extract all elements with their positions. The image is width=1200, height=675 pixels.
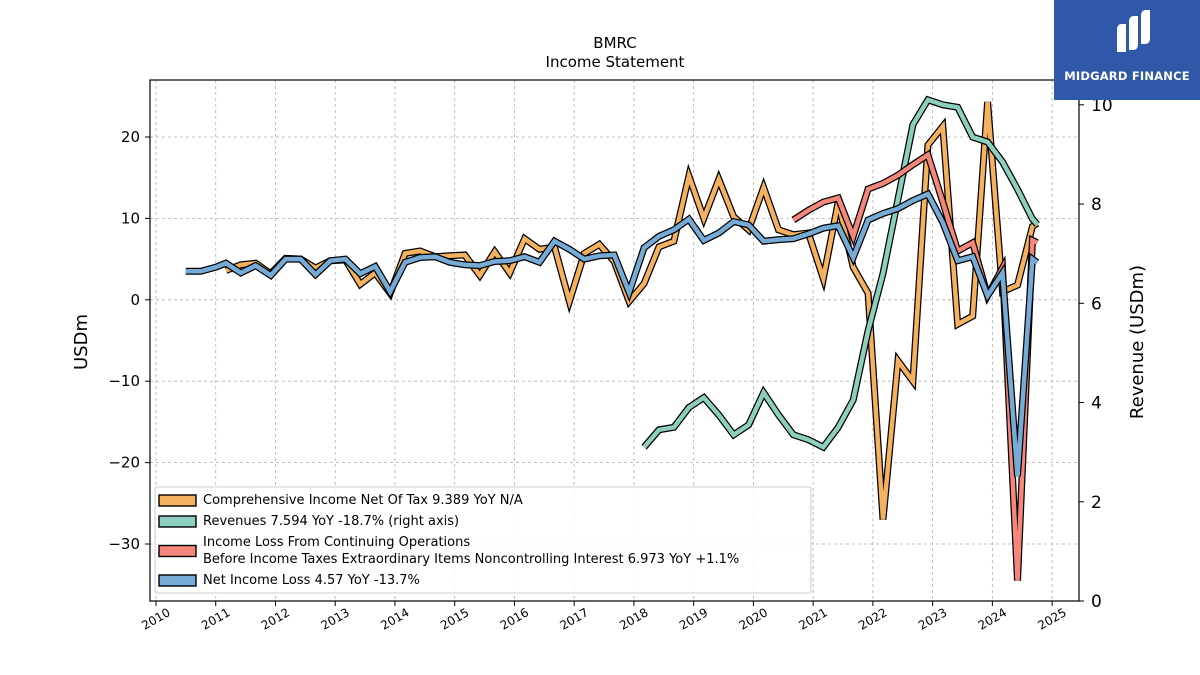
series-line bbox=[185, 191, 1039, 477]
x-tick-label: 2010 bbox=[139, 605, 172, 632]
logo-mark-icon bbox=[1117, 10, 1150, 52]
y-tick-label: 20 bbox=[121, 128, 140, 146]
chart-title: BMRC bbox=[593, 34, 636, 52]
x-tick-label: 2023 bbox=[916, 605, 949, 632]
x-tick-label: 2022 bbox=[856, 605, 889, 632]
y-right-tick-label: 2 bbox=[1091, 493, 1102, 513]
x-tick-label: 2019 bbox=[677, 605, 710, 632]
legend-box bbox=[154, 486, 812, 594]
x-tick-label: 2016 bbox=[498, 605, 531, 632]
y-right-tick-label: 6 bbox=[1091, 294, 1102, 314]
legend: Comprehensive Income Net Of Tax 9.389 Yo… bbox=[154, 486, 812, 594]
x-tick-label: 2020 bbox=[737, 605, 770, 632]
series-1 bbox=[641, 95, 1040, 452]
y-right-tick-label: 4 bbox=[1091, 394, 1102, 414]
y-right-tick-label: 8 bbox=[1091, 195, 1102, 215]
x-tick-label: 2017 bbox=[557, 605, 590, 632]
legend-label: Income Loss From Continuing Operations bbox=[203, 535, 470, 550]
x-tick-label: 2012 bbox=[259, 605, 292, 632]
series-line bbox=[225, 101, 1039, 520]
x-tick-label: 2018 bbox=[617, 605, 650, 632]
legend-swatch bbox=[158, 544, 197, 558]
y-tick-label: 10 bbox=[121, 209, 140, 227]
x-tick-label: 2015 bbox=[438, 605, 471, 632]
y-right-tick-label: 0 bbox=[1091, 592, 1102, 612]
legend-label: Revenues 7.594 YoY -18.7% (right axis) bbox=[203, 514, 459, 529]
y-tick-label: −20 bbox=[108, 454, 140, 472]
logo-text: MIDGARD FINANCE bbox=[1064, 69, 1190, 83]
legend-label: Comprehensive Income Net Of Tax 9.389 Yo… bbox=[203, 493, 523, 508]
series-line bbox=[642, 97, 1039, 451]
legend-swatch bbox=[158, 574, 197, 587]
y-right-tick-label: 10 bbox=[1091, 96, 1113, 116]
legend-label: Before Income Taxes Extraordinary Items … bbox=[203, 552, 739, 567]
x-tick-label: 2013 bbox=[318, 605, 351, 632]
x-tick-label: 2021 bbox=[796, 605, 829, 632]
x-tick-label: 2011 bbox=[199, 605, 232, 632]
series-line-outline bbox=[185, 189, 1040, 477]
y-axis-label: USDm bbox=[71, 314, 92, 370]
chart-subtitle: Income Statement bbox=[546, 53, 685, 71]
series-3 bbox=[185, 189, 1040, 477]
y-axis-right-label: Revenue (USDm) bbox=[1127, 265, 1148, 419]
plot-frame bbox=[149, 79, 1080, 602]
series-0 bbox=[224, 101, 1040, 520]
series-layer bbox=[185, 95, 1040, 581]
legend-label: Net Income Loss 4.57 YoY -13.7% bbox=[203, 573, 420, 588]
y-tick-label: −10 bbox=[108, 372, 140, 390]
y-tick-label: 0 bbox=[130, 291, 140, 309]
x-tick-label: 2014 bbox=[378, 605, 411, 632]
legend-swatch bbox=[158, 515, 197, 528]
y-tick-label: −30 bbox=[108, 535, 140, 553]
x-tick-label: 2025 bbox=[1035, 605, 1068, 632]
logo: MIDGARD FINANCE bbox=[1054, 0, 1200, 100]
legend-swatch bbox=[158, 494, 197, 507]
x-tick-label: 2024 bbox=[976, 605, 1009, 632]
